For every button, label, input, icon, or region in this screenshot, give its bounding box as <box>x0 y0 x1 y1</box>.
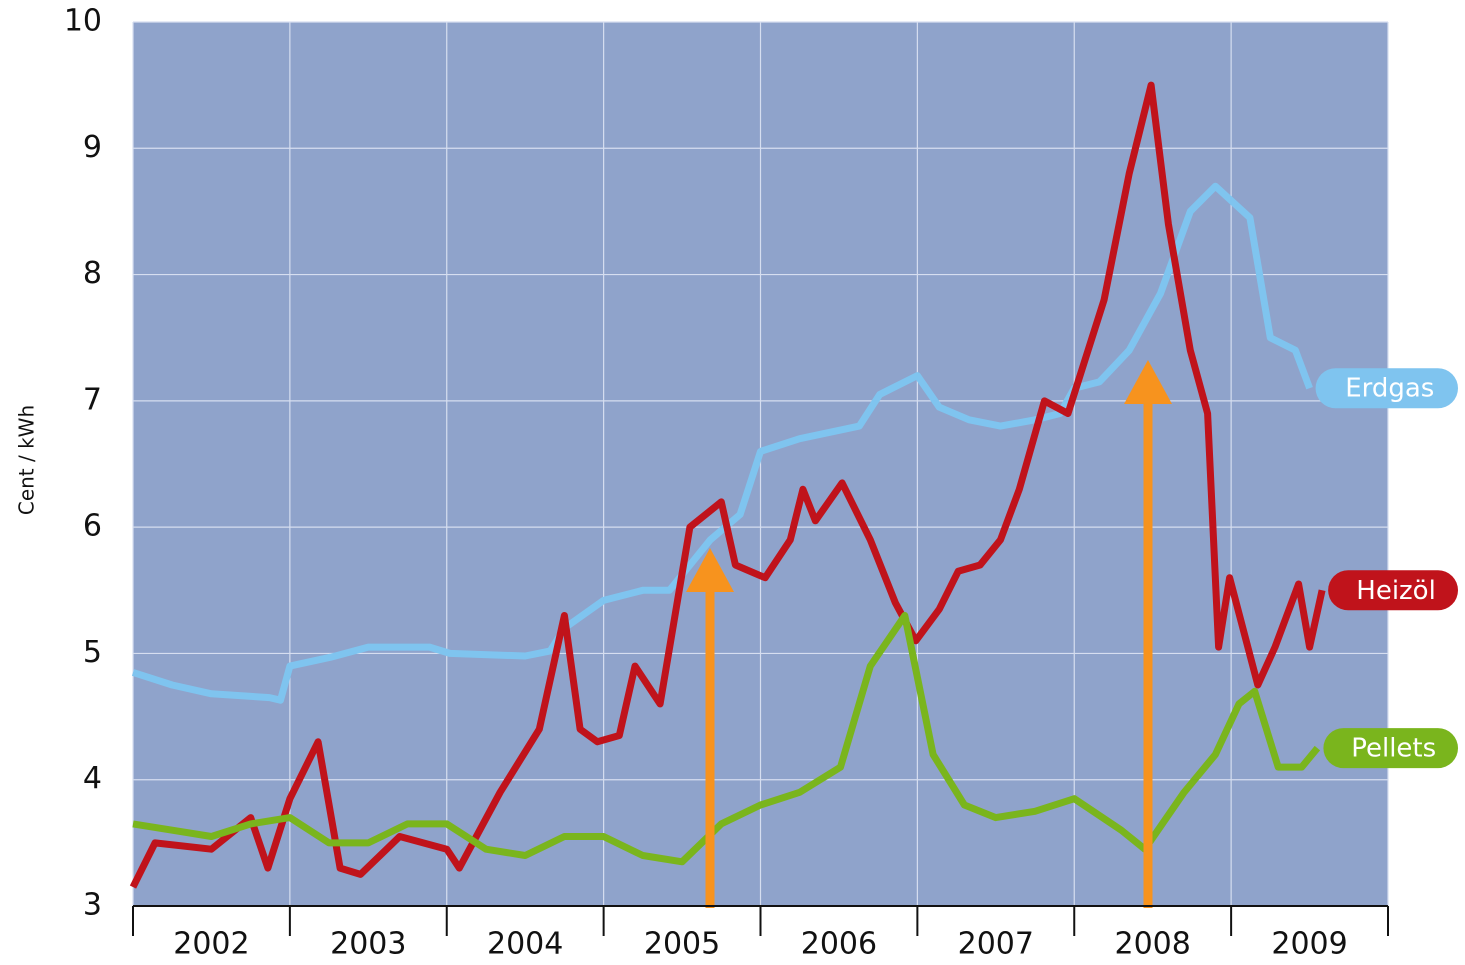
x-tick-label: 2009 <box>1271 927 1347 962</box>
legend-item: Erdgas <box>1315 368 1458 409</box>
series-line <box>132 612 1321 866</box>
x-tick-label: 2008 <box>1115 927 1191 962</box>
legend-item: Heizöl <box>1328 570 1458 611</box>
y-tick-label: 7 <box>83 382 102 417</box>
y-tick-label: 9 <box>83 130 102 165</box>
x-tick-label: 2002 <box>173 927 249 962</box>
y-tick-label: 5 <box>83 635 102 670</box>
x-tick-label: 2006 <box>801 927 877 962</box>
legend-label: Pellets <box>1351 734 1436 764</box>
y-tick-label: 4 <box>83 761 102 796</box>
y-tick-label: 6 <box>83 509 102 544</box>
x-tick-label: 2005 <box>644 927 720 962</box>
legend-pill <box>1315 368 1458 409</box>
legend-pill <box>1328 570 1458 611</box>
y-axis-label: Cent / kWh <box>15 405 39 515</box>
series-line <box>131 182 1313 704</box>
arrow-head <box>1124 360 1172 404</box>
legend-label: Heizöl <box>1356 576 1436 606</box>
legend-label: Erdgas <box>1345 374 1434 404</box>
x-tick-label: 2007 <box>958 927 1034 962</box>
series-line <box>129 81 1326 889</box>
x-tick-label: 2003 <box>330 927 406 962</box>
legend-pill <box>1323 728 1458 769</box>
y-tick-label: 3 <box>83 888 102 923</box>
y-tick-label: 8 <box>83 256 102 291</box>
x-tick-label: 2004 <box>487 927 563 962</box>
plot-content <box>129 21 1389 907</box>
legend-item: Pellets <box>1323 728 1458 769</box>
arrow-head <box>686 548 734 592</box>
y-tick-label: 10 <box>64 4 102 39</box>
